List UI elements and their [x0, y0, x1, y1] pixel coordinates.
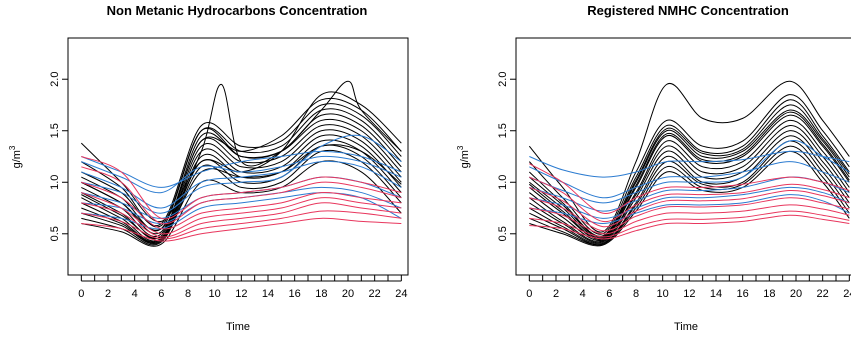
chart-panel-left: Non Metanic Hydrocarbons Concentration 0…: [8, 3, 409, 333]
x-tick-label-right-12: 12: [683, 288, 695, 300]
y-axis-label-left-base: g/m: [11, 150, 23, 168]
y-axis-label-left-superscript: 3: [8, 145, 17, 150]
x-tick-label-left-10: 10: [209, 288, 221, 300]
y-axis-label-right-base: g/m: [459, 150, 471, 168]
series-line-right-26: [529, 214, 850, 240]
series-line-left-26: [81, 210, 402, 240]
series-line-right-19: [529, 194, 850, 224]
series-line-left-27: [81, 217, 402, 242]
series-line-left-10: [81, 80, 402, 231]
x-axis-label-left: Time: [226, 321, 250, 333]
y-tick-label-right-2.0: 2.0: [497, 72, 509, 87]
series-line-left-0: [81, 108, 402, 232]
y-tick-label-left-0.5: 0.5: [49, 226, 61, 241]
series-line-left-21: [81, 192, 402, 230]
y-axis-label-right: g/m3: [456, 145, 471, 168]
series-line-right-25: [529, 210, 850, 238]
x-tick-label-left-22: 22: [369, 288, 381, 300]
x-tick-label-right-14: 14: [710, 288, 722, 300]
chart-panel-right: Registered NMHC Concentration 0.5 1.0 1.5 2…: [456, 3, 851, 333]
y-axis-label-right-superscript: 3: [456, 145, 465, 150]
x-tick-label-right-10: 10: [657, 288, 669, 300]
y-tick-label-left-1.0: 1.0: [49, 175, 61, 190]
x-tick-label-left-2: 2: [105, 288, 111, 300]
x-tick-label-right-2: 2: [553, 288, 559, 300]
series-line-right-22: [529, 186, 850, 228]
x-tick-label-right-6: 6: [606, 288, 612, 300]
y-tick-label-left-2.0: 2.0: [49, 72, 61, 87]
x-tick-label-left-18: 18: [315, 288, 327, 300]
y-tick-label-left-1.5: 1.5: [49, 123, 61, 138]
curves-right: [528, 80, 850, 247]
x-tick-label-right-8: 8: [633, 288, 639, 300]
plot-frame-left: [67, 37, 409, 276]
series-line-right-24: [529, 204, 850, 235]
x-axis-label-right: Time: [674, 321, 698, 333]
x-tick-label-left-4: 4: [132, 288, 138, 300]
x-tick-label-left-24: 24: [395, 288, 407, 300]
series-line-left-3: [81, 129, 402, 242]
series-line-right-8: [529, 135, 850, 245]
series-line-left-17: [81, 134, 402, 214]
plot-frame-right: [515, 37, 851, 276]
series-line-left-7: [81, 149, 402, 246]
series-line-left-22: [81, 166, 402, 225]
series-line-right-3: [529, 109, 850, 239]
y-tick-label-right-0.5: 0.5: [497, 226, 509, 241]
series-line-right-11: [529, 150, 850, 247]
series-line-right-16: [529, 140, 850, 204]
x-tick-label-right-20: 20: [790, 288, 802, 300]
x-tick-label-left-16: 16: [289, 288, 301, 300]
curves-left: [80, 80, 402, 247]
y-tick-label-right-1.0: 1.0: [497, 175, 509, 190]
x-tick-label-left-0: 0: [78, 288, 84, 300]
series-line-left-13: [81, 113, 402, 228]
series-line-right-15: [529, 161, 850, 199]
y-axis-label-left: g/m3: [8, 145, 23, 168]
chart-title-right: Registered NMHC Concentration: [587, 3, 789, 18]
y-axis-left: 0.5 1.0 1.5 2.0: [49, 72, 68, 241]
series-line-right-1: [528, 94, 850, 235]
x-tick-label-right-0: 0: [526, 288, 532, 300]
series-line-right-7: [529, 130, 850, 244]
series-line-left-24: [81, 192, 402, 235]
series-line-left-23: [81, 181, 402, 230]
series-line-right-14: [529, 150, 850, 178]
series-line-left-25: [81, 202, 402, 238]
y-tick-label-right-1.5: 1.5: [497, 123, 509, 138]
series-line-right-23: [529, 197, 850, 232]
chart-title-left: Non Metanic Hydrocarbons Concentration: [107, 3, 368, 18]
series-line-right-12: [529, 104, 850, 238]
series-line-left-4: [81, 134, 402, 243]
series-line-right-18: [529, 186, 850, 219]
y-axis-right: 0.5 1.0 1.5 2.0: [497, 72, 516, 241]
series-line-right-21: [529, 176, 850, 222]
series-line-left-20: [81, 155, 402, 194]
series-line-right-20: [529, 163, 850, 214]
x-axis-left: 0 2 4 6 8 10 12 14 16 18 20 22 24: [78, 275, 407, 300]
x-tick-label-left-8: 8: [185, 288, 191, 300]
x-tick-label-right-4: 4: [580, 288, 586, 300]
x-tick-label-left-6: 6: [158, 288, 164, 300]
x-tick-label-left-20: 20: [342, 288, 354, 300]
series-line-right-9: [529, 140, 850, 246]
x-tick-label-right-24: 24: [843, 288, 851, 300]
series-line-right-6: [529, 125, 850, 243]
x-tick-label-right-18: 18: [763, 288, 775, 300]
x-tick-label-left-14: 14: [262, 288, 274, 300]
series-line-left-28: [81, 156, 402, 220]
series-line-left-15: [81, 150, 402, 188]
x-tick-label-left-12: 12: [235, 288, 247, 300]
x-tick-label-right-22: 22: [817, 288, 829, 300]
series-line-right-5: [529, 119, 850, 241]
x-tick-label-right-16: 16: [737, 288, 749, 300]
